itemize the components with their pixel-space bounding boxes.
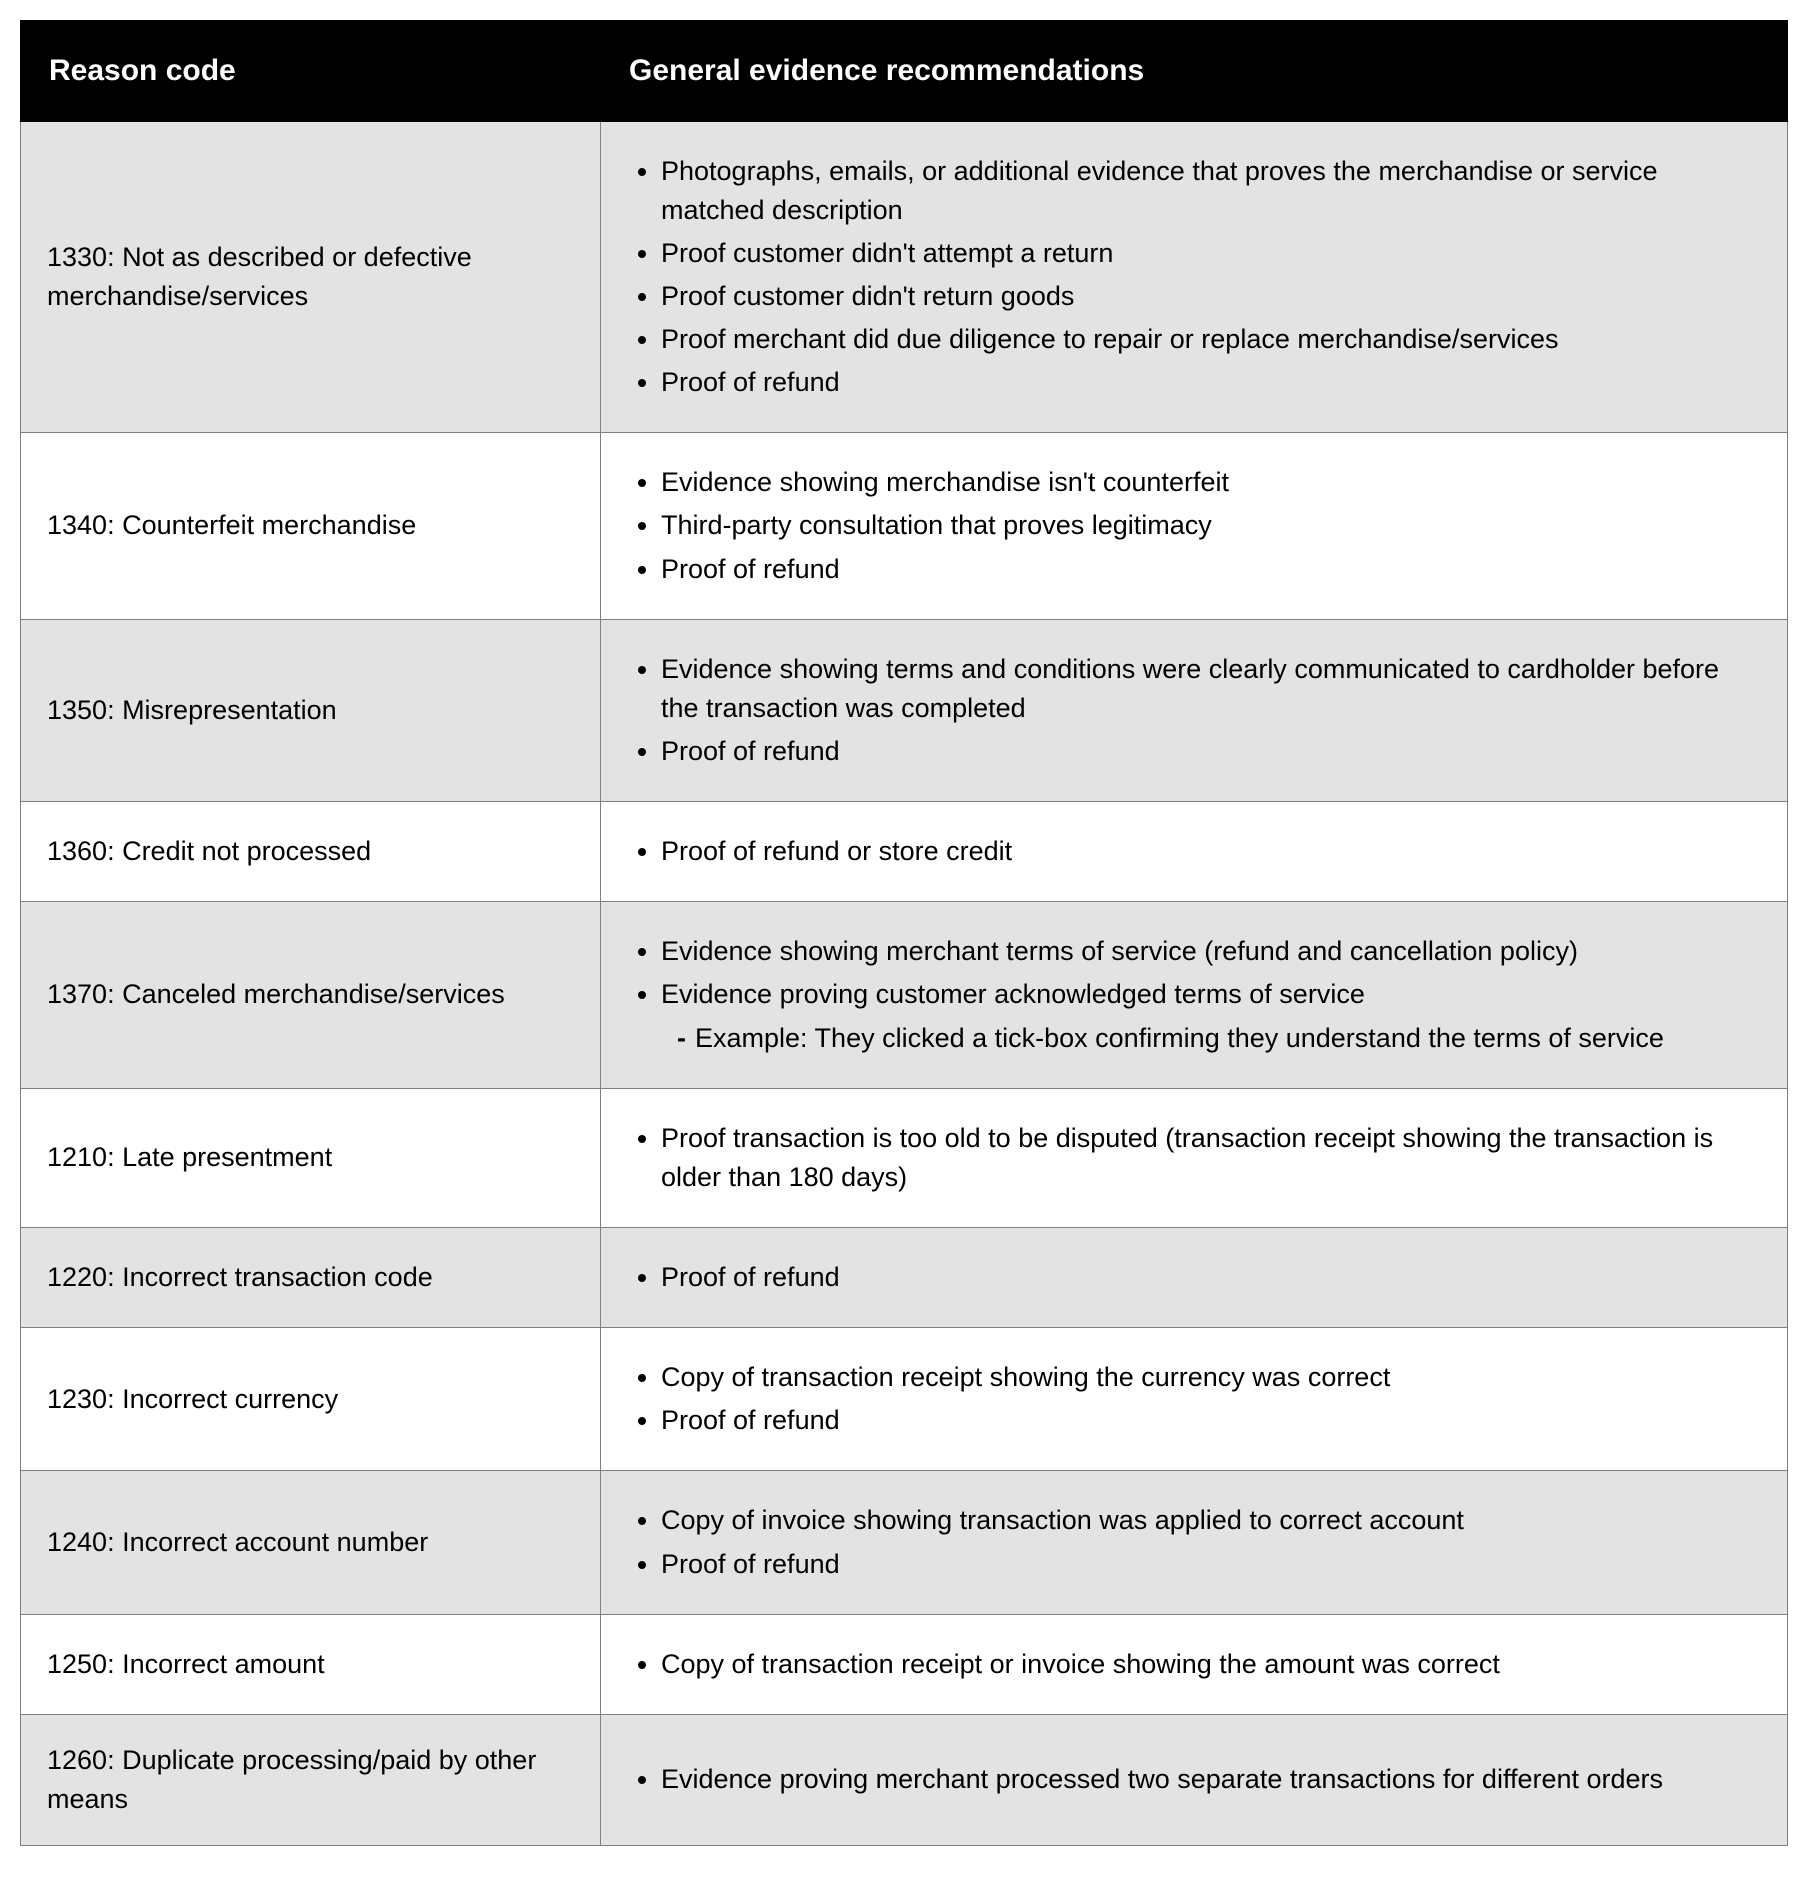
reason-code-cell: 1370: Canceled merchandise/services xyxy=(21,902,601,1088)
evidence-cell: Copy of transaction receipt or invoice s… xyxy=(601,1614,1788,1714)
table-row: 1230: Incorrect currency Copy of transact… xyxy=(21,1328,1788,1471)
evidence-list: Copy of invoice showing transaction was … xyxy=(627,1501,1761,1583)
header-reason-code: Reason code xyxy=(21,21,601,122)
evidence-cell: Copy of invoice showing transaction was … xyxy=(601,1471,1788,1614)
evidence-item-text: Evidence proving merchant processed two … xyxy=(661,1764,1663,1794)
header-evidence: General evidence recommendations xyxy=(601,21,1788,122)
evidence-list: Evidence showing terms and conditions we… xyxy=(627,650,1761,771)
evidence-item-text: Evidence showing merchant terms of servi… xyxy=(661,936,1578,966)
evidence-item: Copy of invoice showing transaction was … xyxy=(661,1501,1761,1540)
evidence-item-text: Proof customer didn't attempt a return xyxy=(661,238,1113,268)
table-row: 1240: Incorrect account number Copy of in… xyxy=(21,1471,1788,1614)
evidence-item-text: Proof of refund or store credit xyxy=(661,836,1012,866)
evidence-item-text: Evidence proving customer acknowledged t… xyxy=(661,979,1365,1009)
evidence-item-text: Photographs, emails, or additional evide… xyxy=(661,156,1658,225)
reason-code-cell: 1350: Misrepresentation xyxy=(21,619,601,801)
table-row: 1220: Incorrect transaction code Proof of… xyxy=(21,1228,1788,1328)
evidence-item-text: Copy of transaction receipt showing the … xyxy=(661,1362,1390,1392)
table-row: 1260: Duplicate processing/paid by other… xyxy=(21,1714,1788,1845)
evidence-list: Evidence showing merchandise isn't count… xyxy=(627,463,1761,588)
evidence-item-text: Third-party consultation that proves leg… xyxy=(661,510,1212,540)
evidence-item: Evidence showing merchant terms of servi… xyxy=(661,932,1761,971)
reason-code-cell: 1240: Incorrect account number xyxy=(21,1471,601,1614)
evidence-subitem-text: Example: They clicked a tick-box confirm… xyxy=(695,1023,1664,1053)
evidence-list: Copy of transaction receipt showing the … xyxy=(627,1358,1761,1440)
evidence-cell: Proof of refund xyxy=(601,1228,1788,1328)
evidence-item-text: Evidence showing merchandise isn't count… xyxy=(661,467,1229,497)
table-row: 1250: Incorrect amount Copy of transactio… xyxy=(21,1614,1788,1714)
evidence-list: Evidence showing merchant terms of servi… xyxy=(627,932,1761,1057)
evidence-item: Proof of refund xyxy=(661,732,1761,771)
evidence-list: Proof transaction is too old to be dispu… xyxy=(627,1119,1761,1197)
evidence-item: Evidence showing merchandise isn't count… xyxy=(661,463,1761,502)
evidence-sublist: Example: They clicked a tick-box confirm… xyxy=(661,1019,1761,1058)
evidence-item: Copy of transaction receipt or invoice s… xyxy=(661,1645,1761,1684)
evidence-item: Proof of refund xyxy=(661,1401,1761,1440)
reason-code-cell: 1360: Credit not processed xyxy=(21,802,601,902)
evidence-list: Evidence proving merchant processed two … xyxy=(627,1760,1761,1799)
evidence-cell: Evidence proving merchant processed two … xyxy=(601,1714,1788,1845)
evidence-item: Evidence proving customer acknowledged t… xyxy=(661,975,1761,1057)
evidence-item-text: Proof of refund xyxy=(661,1262,840,1292)
evidence-item: Third-party consultation that proves leg… xyxy=(661,506,1761,545)
reason-code-cell: 1250: Incorrect amount xyxy=(21,1614,601,1714)
evidence-item-text: Proof of refund xyxy=(661,554,840,584)
evidence-item-text: Proof of refund xyxy=(661,367,840,397)
table-row: 1210: Late presentment Proof transaction … xyxy=(21,1088,1788,1227)
evidence-item-text: Evidence showing terms and conditions we… xyxy=(661,654,1719,723)
evidence-cell: Proof transaction is too old to be dispu… xyxy=(601,1088,1788,1227)
evidence-list: Copy of transaction receipt or invoice s… xyxy=(627,1645,1761,1684)
reason-code-cell: 1260: Duplicate processing/paid by other… xyxy=(21,1714,601,1845)
evidence-item: Proof of refund xyxy=(661,1258,1761,1297)
evidence-cell: Evidence showing merchant terms of servi… xyxy=(601,902,1788,1088)
evidence-item: Photographs, emails, or additional evide… xyxy=(661,152,1761,230)
evidence-item: Proof of refund xyxy=(661,363,1761,402)
evidence-cell: Proof of refund or store credit xyxy=(601,802,1788,902)
table-row: 1360: Credit not processed Proof of refun… xyxy=(21,802,1788,902)
evidence-cell: Copy of transaction receipt showing the … xyxy=(601,1328,1788,1471)
evidence-item-text: Copy of invoice showing transaction was … xyxy=(661,1505,1464,1535)
reason-code-table: Reason code General evidence recommendat… xyxy=(20,20,1788,1846)
evidence-item-text: Proof of refund xyxy=(661,1405,840,1435)
evidence-item: Evidence showing terms and conditions we… xyxy=(661,650,1761,728)
evidence-cell: Evidence showing merchandise isn't count… xyxy=(601,433,1788,619)
table-row: 1370: Canceled merchandise/services Evide… xyxy=(21,902,1788,1088)
evidence-item: Proof transaction is too old to be dispu… xyxy=(661,1119,1761,1197)
evidence-item: Proof customer didn't attempt a return xyxy=(661,234,1761,273)
evidence-cell: Evidence showing terms and conditions we… xyxy=(601,619,1788,801)
table-row: 1340: Counterfeit merchandise Evidence sh… xyxy=(21,433,1788,619)
evidence-list: Proof of refund or store credit xyxy=(627,832,1761,871)
evidence-item-text: Proof of refund xyxy=(661,1549,840,1579)
evidence-item: Proof merchant did due diligence to repa… xyxy=(661,320,1761,359)
evidence-item-text: Proof transaction is too old to be dispu… xyxy=(661,1123,1713,1192)
table-row: 1330: Not as described or defective merc… xyxy=(21,121,1788,433)
evidence-item-text: Copy of transaction receipt or invoice s… xyxy=(661,1649,1500,1679)
evidence-item: Copy of transaction receipt showing the … xyxy=(661,1358,1761,1397)
evidence-item: Proof of refund or store credit xyxy=(661,832,1761,871)
reason-code-cell: 1230: Incorrect currency xyxy=(21,1328,601,1471)
evidence-list: Photographs, emails, or additional evide… xyxy=(627,152,1761,403)
evidence-item-text: Proof merchant did due diligence to repa… xyxy=(661,324,1558,354)
table-body: 1330: Not as described or defective merc… xyxy=(21,121,1788,1846)
evidence-item-text: Proof customer didn't return goods xyxy=(661,281,1074,311)
reason-code-cell: 1340: Counterfeit merchandise xyxy=(21,433,601,619)
table-row: 1350: Misrepresentation Evidence showing … xyxy=(21,619,1788,801)
evidence-cell: Photographs, emails, or additional evide… xyxy=(601,121,1788,433)
evidence-subitem: Example: They clicked a tick-box confirm… xyxy=(695,1019,1761,1058)
evidence-item: Proof of refund xyxy=(661,1545,1761,1584)
evidence-item-text: Proof of refund xyxy=(661,736,840,766)
reason-code-cell: 1220: Incorrect transaction code xyxy=(21,1228,601,1328)
reason-code-cell: 1210: Late presentment xyxy=(21,1088,601,1227)
reason-code-cell: 1330: Not as described or defective merc… xyxy=(21,121,601,433)
evidence-list: Proof of refund xyxy=(627,1258,1761,1297)
table-header-row: Reason code General evidence recommendat… xyxy=(21,21,1788,122)
evidence-item: Proof of refund xyxy=(661,550,1761,589)
evidence-item: Proof customer didn't return goods xyxy=(661,277,1761,316)
evidence-item: Evidence proving merchant processed two … xyxy=(661,1760,1761,1799)
page-wrapper: Reason code General evidence recommendat… xyxy=(0,0,1808,1866)
